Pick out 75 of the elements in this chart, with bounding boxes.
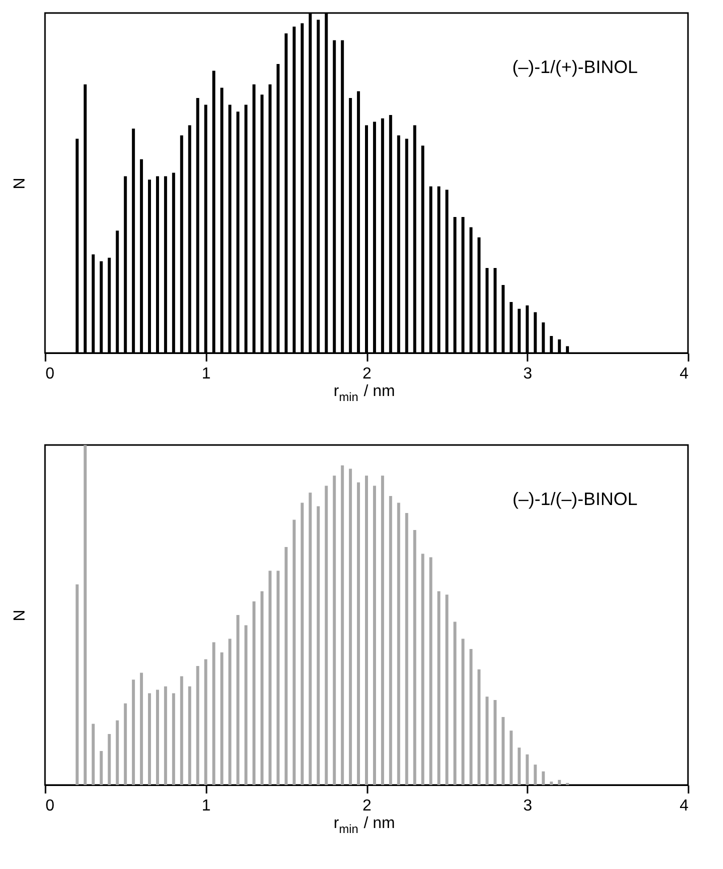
bar	[518, 748, 521, 785]
x-tick-label: 2	[362, 798, 372, 814]
x-tick-label: 0	[46, 798, 54, 814]
bar	[196, 666, 200, 785]
bar	[437, 591, 440, 785]
bar	[316, 506, 320, 785]
bar	[486, 696, 489, 785]
bar	[220, 652, 224, 785]
bar	[268, 570, 272, 785]
bar	[124, 703, 127, 785]
y-axis-title: N	[12, 610, 28, 622]
bar	[348, 468, 352, 785]
bar	[526, 754, 529, 785]
bar	[510, 730, 513, 785]
bar	[469, 649, 472, 785]
x-tick-label: 0	[46, 366, 54, 382]
bar	[494, 700, 497, 785]
bar	[188, 686, 192, 785]
x-tick-label: 4	[680, 798, 689, 814]
bar	[148, 693, 151, 785]
bar	[140, 672, 143, 785]
bar	[252, 601, 256, 785]
bar	[132, 680, 135, 785]
bar	[558, 780, 561, 785]
bar	[204, 659, 208, 785]
bar	[534, 764, 537, 785]
bar	[381, 476, 384, 785]
bar	[542, 771, 545, 785]
bar	[445, 594, 448, 785]
bar	[164, 686, 168, 785]
x-tick-label: 1	[202, 366, 211, 382]
bar	[212, 642, 216, 785]
bar	[405, 513, 408, 785]
x-tick-label: 3	[523, 798, 532, 814]
bar	[429, 557, 432, 785]
bar	[550, 782, 553, 785]
bar	[397, 502, 400, 785]
bar	[453, 622, 456, 785]
bar	[389, 496, 392, 785]
bar	[332, 476, 336, 785]
bar	[292, 520, 296, 785]
bar	[365, 476, 368, 785]
annotation: (–)-1/(–)-BINOL	[512, 489, 638, 509]
bar	[300, 502, 304, 785]
bar	[340, 465, 344, 785]
bar	[276, 570, 280, 785]
bar	[356, 482, 360, 785]
bar	[461, 638, 464, 785]
bar	[172, 693, 176, 785]
bar	[156, 690, 160, 785]
bar	[76, 584, 79, 785]
bar	[236, 615, 240, 785]
bar	[260, 591, 264, 785]
bar	[228, 638, 232, 785]
bar	[116, 720, 119, 785]
bar	[478, 669, 481, 785]
bar	[284, 547, 288, 785]
bar	[100, 751, 103, 785]
x-tick-label: 4	[680, 366, 689, 382]
x-tick-label: 1	[202, 798, 211, 814]
bar	[308, 492, 312, 785]
bar	[244, 625, 248, 785]
bar	[421, 554, 424, 785]
bar	[373, 486, 376, 785]
bar	[92, 724, 95, 785]
annotation: (–)-1/(+)-BINOL	[512, 57, 638, 77]
y-axis-title: N	[12, 178, 28, 190]
bar	[413, 530, 416, 785]
bar	[324, 486, 328, 785]
bar	[84, 445, 87, 785]
x-tick-label: 3	[523, 366, 532, 382]
bar	[180, 676, 184, 785]
bar	[502, 717, 505, 785]
x-tick-label: 2	[362, 366, 372, 382]
bar	[108, 734, 111, 785]
